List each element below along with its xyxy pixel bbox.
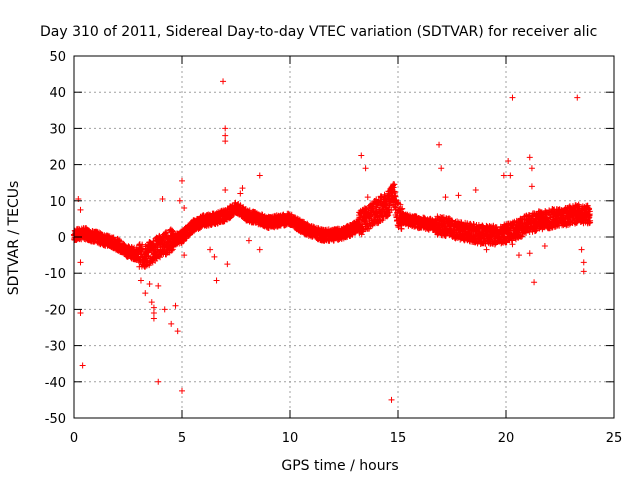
- y-tick-label: -40: [45, 376, 66, 391]
- outlier-point: [509, 94, 516, 101]
- y-tick-label: 20: [49, 159, 66, 174]
- outlier-point: [472, 186, 479, 193]
- x-tick-label: 0: [70, 431, 78, 446]
- outlier-point: [455, 192, 462, 199]
- outlier-point: [155, 282, 162, 289]
- outlier-point: [358, 152, 365, 159]
- outlier-point: [207, 246, 214, 253]
- outlier-point: [150, 304, 157, 311]
- outlier-point: [256, 246, 263, 253]
- y-tick-label: 0: [58, 231, 66, 246]
- outlier-point: [172, 302, 179, 309]
- outlier-point: [442, 194, 449, 201]
- data-point: [168, 247, 175, 254]
- outlier-point: [222, 125, 229, 132]
- x-tick-label: 5: [178, 431, 186, 446]
- outlier-point: [179, 177, 185, 184]
- x-axis-label: GPS time / hours: [281, 458, 398, 474]
- outlier-point: [181, 205, 188, 212]
- outlier-point: [222, 132, 229, 139]
- x-tick-label: 20: [498, 431, 515, 446]
- outlier-point: [174, 328, 181, 335]
- outlier-point: [507, 172, 514, 179]
- outlier-point: [142, 290, 149, 297]
- outlier-point: [155, 378, 162, 385]
- outlier-point: [580, 259, 587, 266]
- y-tick-label: 10: [49, 195, 66, 210]
- x-tick-label: 10: [282, 431, 299, 446]
- y-tick-label: -30: [45, 340, 66, 355]
- data-point: [139, 241, 146, 248]
- outlier-point: [541, 243, 548, 250]
- outlier-point: [137, 277, 144, 284]
- outlier-point: [150, 315, 157, 322]
- outlier-point: [224, 261, 231, 268]
- outlier-point: [77, 310, 84, 317]
- outlier-point: [211, 253, 218, 260]
- outlier-point: [237, 190, 244, 197]
- outlier-point: [239, 185, 246, 192]
- outlier-point: [222, 138, 229, 145]
- chart-title: Day 310 of 2011, Sidereal Day-to-day VTE…: [40, 24, 597, 40]
- y-tick-label: -20: [45, 303, 66, 318]
- outlier-point: [222, 186, 229, 193]
- outlier-point: [245, 237, 252, 244]
- outlier-point: [528, 165, 535, 172]
- outlier-point: [77, 259, 84, 266]
- outlier-point: [505, 157, 512, 164]
- outlier-point: [150, 310, 157, 317]
- x-tick-label: 15: [390, 431, 407, 446]
- outlier-point: [526, 250, 533, 257]
- outlier-point: [509, 241, 516, 248]
- outlier-point: [77, 206, 84, 213]
- outlier-point: [161, 306, 168, 313]
- data-point: [169, 227, 176, 234]
- outlier-point: [79, 362, 86, 369]
- y-tick-label: 50: [49, 50, 66, 65]
- outlier-point: [179, 387, 185, 394]
- outlier-point: [574, 94, 581, 101]
- y-tick-label: 40: [49, 86, 66, 101]
- outlier-point: [256, 172, 263, 179]
- outlier-point: [213, 277, 220, 284]
- outlier-point: [388, 396, 395, 403]
- outlier-point: [168, 320, 175, 327]
- outlier-point: [483, 246, 490, 253]
- outlier-point: [531, 279, 538, 286]
- y-axis-label: SDTVAR / TECUs: [6, 181, 22, 296]
- y-tick-label: 30: [49, 122, 66, 137]
- data-point: [157, 254, 164, 261]
- data-points: [71, 78, 594, 403]
- outlier-point: [438, 165, 445, 172]
- outlier-point: [146, 281, 153, 288]
- outlier-point: [528, 183, 535, 190]
- outlier-point: [526, 154, 533, 161]
- y-tick-label: -50: [45, 412, 66, 427]
- y-tick-label: -10: [45, 267, 66, 282]
- outlier-point: [220, 78, 227, 85]
- outlier-point: [578, 246, 585, 253]
- x-tick-label: 25: [606, 431, 623, 446]
- outlier-point: [364, 194, 371, 201]
- outlier-point: [148, 299, 155, 306]
- outlier-point: [515, 252, 522, 259]
- data-point: [109, 235, 116, 242]
- outlier-point: [436, 141, 443, 148]
- outlier-point: [362, 165, 369, 172]
